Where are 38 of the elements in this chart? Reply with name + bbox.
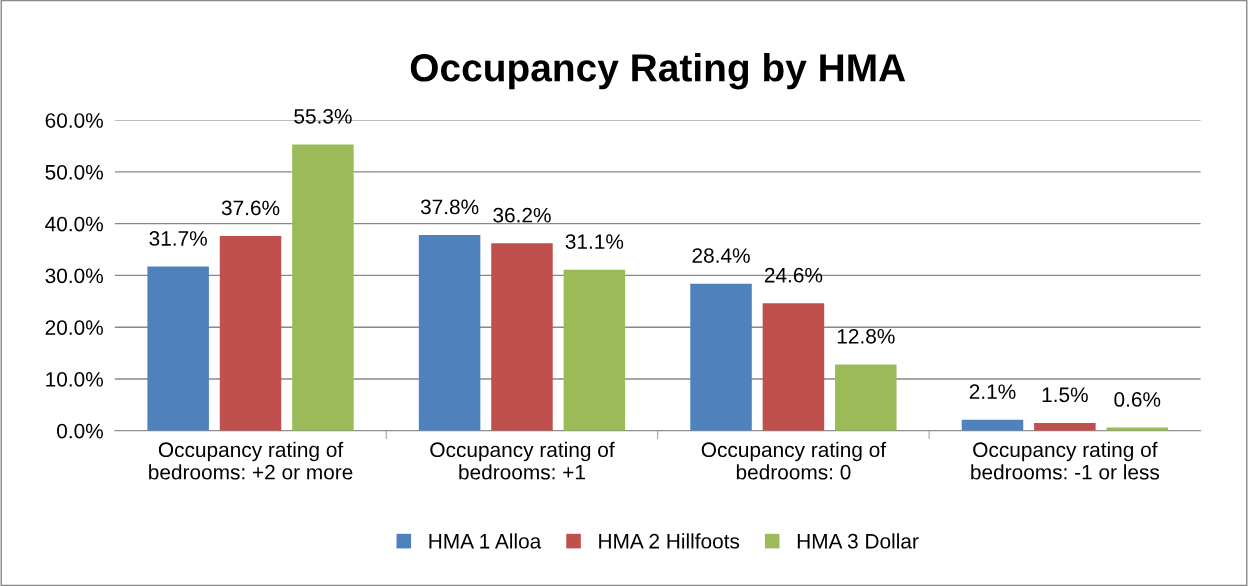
bar — [835, 364, 897, 431]
data-label: 37.6% — [221, 200, 280, 216]
bar — [961, 419, 1024, 431]
bar — [147, 266, 209, 431]
data-label: 2.1% — [969, 384, 1016, 399]
data-label: 28.4% — [692, 248, 750, 263]
x-tick-label: Occupancy rating of bedrooms: -1 or less — [971, 441, 1160, 480]
bar — [690, 283, 752, 431]
data-label: 37.8% — [420, 199, 479, 215]
y-tick-label: 20.0% — [45, 320, 103, 335]
x-tick-label: Occupancy rating of bedrooms: +1 — [430, 441, 615, 480]
data-label: 31.7% — [149, 231, 207, 246]
data-label: 55.3% — [294, 108, 352, 124]
y-tick-label: 0.0% — [57, 423, 103, 439]
y-tick-label: 40.0% — [45, 216, 103, 232]
data-label: 12.8% — [837, 328, 895, 344]
x-tick-label: Occupancy rating of bedrooms: +2 or more — [149, 441, 353, 480]
legend-label: HMA 2 Hillfoots — [599, 533, 740, 549]
y-tick-label: 30.0% — [45, 268, 103, 284]
data-label: 31.1% — [565, 234, 624, 249]
chart-title: Occupancy Rating by HMA — [410, 53, 906, 90]
data-label: 0.6% — [1114, 392, 1161, 407]
y-tick-label: 50.0% — [45, 164, 103, 180]
bar — [292, 144, 354, 431]
legend-label: HMA 3 Dollar — [797, 533, 919, 549]
bar — [418, 235, 481, 431]
x-tick-label: Occupancy rating of bedrooms: 0 — [701, 441, 887, 480]
bar — [762, 303, 825, 431]
bar — [491, 243, 553, 431]
y-tick-label: 60.0% — [45, 113, 103, 128]
data-label: 1.5% — [1042, 387, 1088, 403]
bar — [1034, 422, 1096, 431]
bar — [563, 269, 626, 431]
bar — [219, 236, 282, 431]
data-label: 24.6% — [764, 267, 823, 283]
data-label: 36.2% — [493, 207, 551, 223]
y-tick-label: 10.0% — [46, 371, 103, 387]
legend-label: HMA 1 Alloa — [429, 533, 542, 549]
